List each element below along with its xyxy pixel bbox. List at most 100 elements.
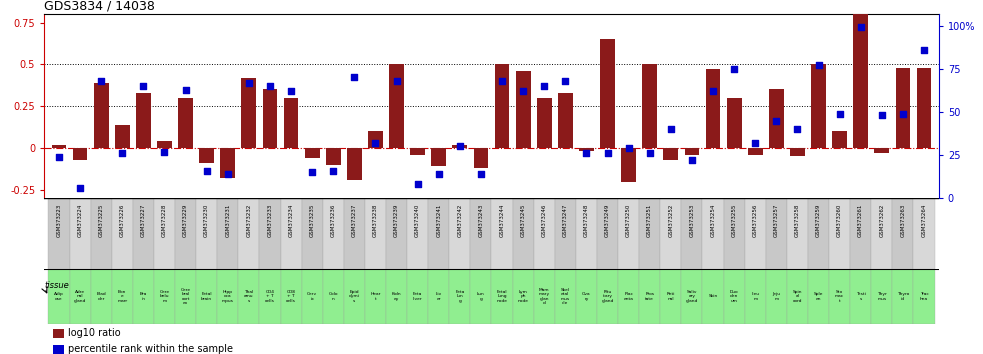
Text: GSM373229: GSM373229	[183, 204, 188, 237]
Bar	[745, 269, 766, 324]
Bar	[745, 198, 766, 269]
Text: GSM373256: GSM373256	[753, 204, 758, 237]
Text: GSM373245: GSM373245	[521, 204, 526, 237]
Text: Saliv
ary
gland: Saliv ary gland	[686, 290, 698, 303]
Point	[241, 80, 257, 85]
Point	[136, 83, 151, 89]
Bar	[93, 83, 108, 148]
Text: Thyro
id: Thyro id	[896, 292, 909, 301]
Bar	[429, 269, 449, 324]
Text: GSM373227: GSM373227	[141, 204, 145, 237]
Bar	[681, 269, 703, 324]
Bar	[302, 198, 322, 269]
Bar	[554, 269, 576, 324]
Text: Feta
lun
g: Feta lun g	[455, 290, 465, 303]
Point	[916, 47, 932, 53]
Text: Trac
hea: Trac hea	[920, 292, 928, 301]
Bar	[913, 269, 935, 324]
Point	[410, 182, 426, 187]
Text: GSM373246: GSM373246	[542, 204, 547, 237]
Text: GSM373244: GSM373244	[499, 204, 504, 237]
Bar	[748, 148, 763, 155]
Text: Kidn
ey: Kidn ey	[392, 292, 401, 301]
Bar	[492, 198, 512, 269]
Text: GSM373232: GSM373232	[247, 204, 252, 237]
Text: GSM373259: GSM373259	[816, 204, 821, 237]
Bar	[808, 198, 829, 269]
Text: Ova
ry: Ova ry	[582, 292, 591, 301]
Bar	[766, 269, 786, 324]
Text: GSM373234: GSM373234	[289, 204, 294, 237]
Bar	[284, 98, 299, 148]
Bar	[52, 145, 67, 148]
Point	[705, 88, 721, 94]
Bar	[432, 148, 446, 166]
Bar	[322, 198, 344, 269]
Text: Liv
er: Liv er	[435, 292, 442, 301]
Text: GSM373228: GSM373228	[162, 204, 167, 237]
Point	[832, 111, 847, 116]
Bar	[175, 269, 197, 324]
Text: Jeju
m: Jeju m	[773, 292, 781, 301]
Bar	[471, 198, 492, 269]
Bar	[133, 269, 154, 324]
Text: GSM373263: GSM373263	[900, 204, 905, 237]
Text: tissue: tissue	[44, 281, 70, 290]
Text: GSM373238: GSM373238	[373, 204, 378, 237]
Bar	[492, 269, 512, 324]
Bar	[410, 148, 425, 155]
Bar	[703, 269, 723, 324]
Point	[199, 168, 214, 173]
Text: Ileu
m: Ileu m	[751, 292, 759, 301]
Text: Hear
t: Hear t	[371, 292, 380, 301]
Bar	[112, 198, 133, 269]
Text: GSM373239: GSM373239	[394, 204, 399, 237]
Bar	[452, 145, 467, 148]
Point	[769, 118, 784, 124]
Bar	[576, 198, 597, 269]
Bar	[449, 269, 471, 324]
Text: Colo
n: Colo n	[328, 292, 338, 301]
Bar	[386, 198, 407, 269]
Bar	[512, 269, 534, 324]
Bar	[449, 198, 471, 269]
Bar	[786, 269, 808, 324]
Bar	[238, 198, 260, 269]
Point	[600, 150, 615, 156]
Text: Cerv
ix: Cerv ix	[307, 292, 318, 301]
Bar	[601, 39, 615, 148]
Bar	[790, 148, 805, 156]
Bar	[344, 269, 365, 324]
Point	[178, 87, 194, 92]
Bar	[73, 148, 87, 160]
Point	[579, 150, 595, 156]
Point	[368, 140, 383, 146]
Text: Feta
liver: Feta liver	[413, 292, 423, 301]
Point	[747, 140, 763, 146]
Bar	[197, 269, 217, 324]
Bar	[703, 198, 723, 269]
Bar	[157, 141, 172, 148]
Bar	[260, 198, 280, 269]
Point	[346, 75, 362, 80]
Bar	[576, 269, 597, 324]
Text: Bra
in: Bra in	[140, 292, 147, 301]
Bar	[322, 269, 344, 324]
Text: Skel
etal
mus
cle: Skel etal mus cle	[560, 288, 570, 305]
Bar	[769, 90, 783, 148]
Bar	[621, 148, 636, 182]
Bar	[133, 198, 154, 269]
Bar	[175, 198, 197, 269]
Bar	[512, 198, 534, 269]
Bar	[893, 269, 913, 324]
Text: GSM373264: GSM373264	[921, 204, 927, 237]
Bar	[302, 269, 322, 324]
Text: GSM373241: GSM373241	[436, 204, 441, 237]
Bar	[112, 269, 133, 324]
Text: Skin: Skin	[709, 295, 718, 298]
Point	[220, 171, 236, 177]
Bar	[326, 148, 341, 165]
Text: Spin
al
cord: Spin al cord	[792, 290, 802, 303]
Bar	[429, 198, 449, 269]
Text: GSM373223: GSM373223	[56, 204, 62, 237]
